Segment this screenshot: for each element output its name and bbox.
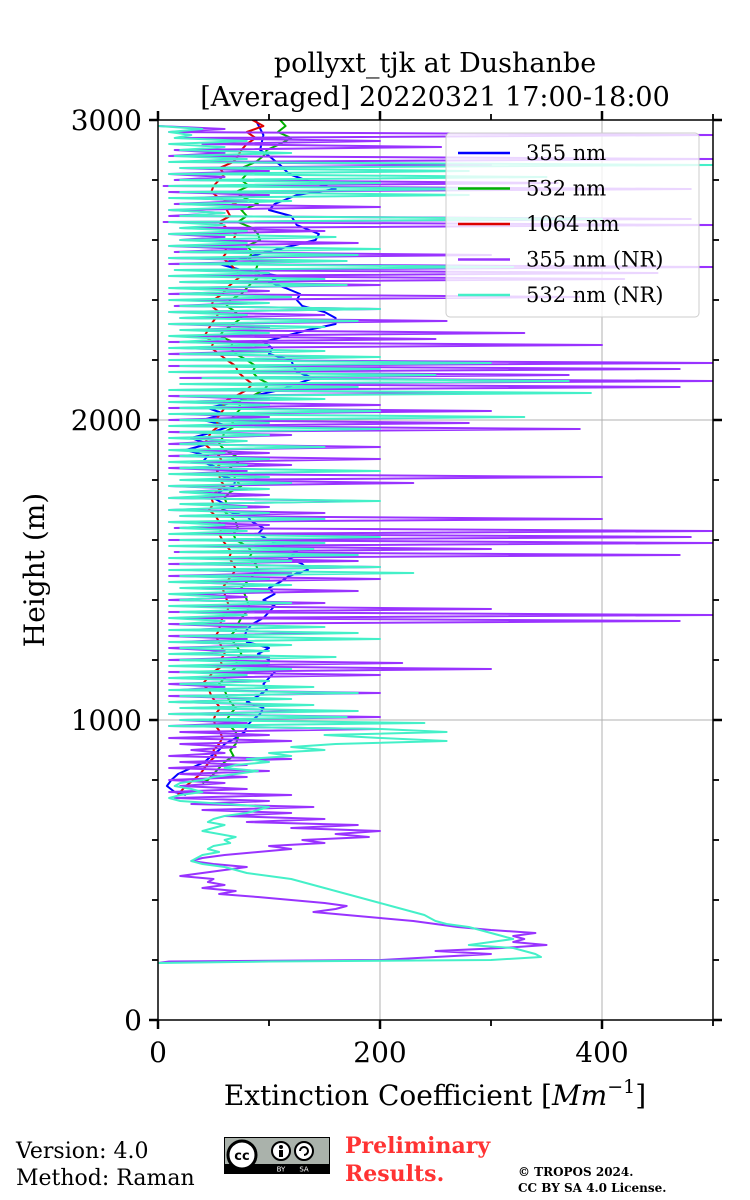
x-axis-label-text: Extinction Coefficient [ [224,1079,552,1112]
cc-by-label: BY [277,1166,286,1174]
x-axis-label-exp: −1 [607,1076,635,1098]
cc-icon [226,1139,258,1171]
preliminary-line2: Results. [345,1161,445,1187]
chart-title-line1: pollyxt_tjk at Dushanbe [274,48,596,79]
y-axis-label: Height (m) [18,493,51,647]
legend-label: 1064 nm [526,212,620,236]
legend: 355 nm 532 nm 1064 nm 355 nm (NR) 532 nm (NR… [445,132,700,318]
sa-icon [294,1141,314,1161]
plot-frame [157,119,714,1021]
version-info: Version: 4.0 Method: Raman [16,1138,195,1192]
x-axis-label: Extinction Coefficient [Mm−1] [224,1076,646,1112]
series-line-532-nm-nr [158,125,713,964]
x-tick-label: 200 [353,1036,406,1069]
x-axis-label-unit: Mm [551,1079,607,1112]
cc-icon-text: cc [234,1149,249,1164]
by-icon-body [279,1150,283,1157]
legend-label: 355 nm [526,141,606,165]
preliminary-line1: Preliminary [345,1133,491,1159]
x-tick-label: 400 [575,1036,628,1069]
y-tick-label: 0 [124,1004,142,1037]
x-tick-labels: 0 200 400 [149,1036,629,1069]
sa-icon-arrow [299,1146,309,1156]
cc-license-badge: cc BY SA [224,1137,330,1174]
cc-sa-label: SA [299,1166,309,1174]
legend-label: 355 nm (NR) [526,248,663,272]
version-text: Version: 4.0 [16,1139,149,1164]
legend-label: 532 nm [526,177,606,201]
copyright-line2: CC BY SA 4.0 License. [518,1181,667,1195]
legend-items: 355 nm 532 nm 1064 nm 355 nm (NR) 532 nm (NR… [458,141,663,307]
series-group [158,120,713,964]
chart-title-line2: [Averaged] 20220321 17:00-18:00 [200,82,670,113]
y-tick-label: 2000 [71,404,142,437]
copyright-note: © TROPOS 2024. CC BY SA 4.0 License. [518,1164,666,1196]
y-tick-labels: 0 1000 2000 3000 [71,104,142,1037]
method-text: Method: Raman [16,1166,195,1191]
x-tick-label: 0 [149,1036,167,1069]
axis-ticks [149,111,722,1029]
extinction-chart: pollyxt_tjk at Dushanbe [Averaged] 20220… [18,48,722,1112]
preliminary-results-note: Preliminary Results. [345,1132,490,1188]
copyright-line1: © TROPOS 2024. [518,1165,634,1179]
x-axis-label-close: ] [635,1079,646,1112]
y-tick-label: 1000 [71,704,142,737]
legend-box [445,132,700,318]
legend-label: 532 nm (NR) [526,283,663,307]
cc-badge-bottom-bar [225,1164,329,1173]
by-icon-head [279,1145,283,1149]
y-tick-label: 3000 [71,104,142,137]
